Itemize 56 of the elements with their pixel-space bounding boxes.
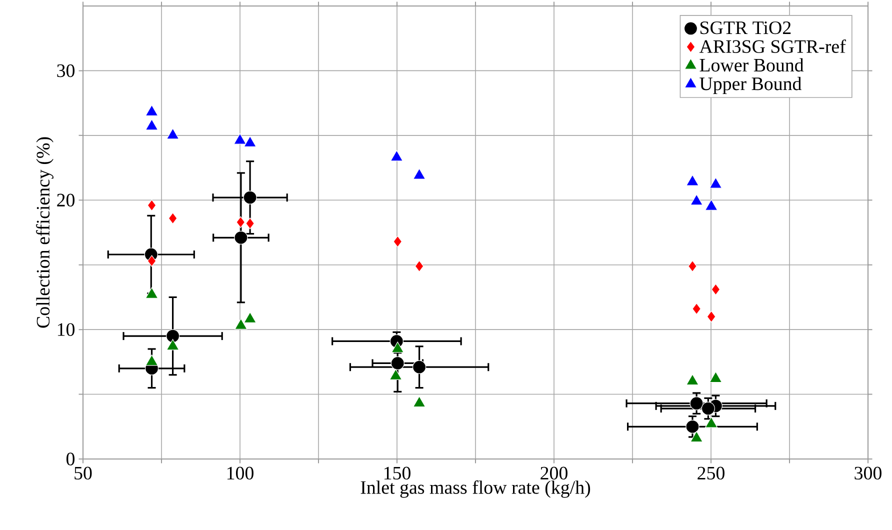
point xyxy=(690,396,704,410)
y-tick-label: 10 xyxy=(58,323,74,336)
point xyxy=(166,329,180,343)
point xyxy=(236,216,246,228)
point xyxy=(389,368,402,380)
y-tick-label: 0 xyxy=(66,452,74,466)
point xyxy=(244,312,256,324)
point xyxy=(711,284,720,296)
x-tick-label: 150 xyxy=(384,466,410,480)
y-tick-label: 20 xyxy=(57,194,74,207)
point xyxy=(168,212,178,224)
point xyxy=(234,230,248,244)
x-axis-title: Inlet gas mass flow rate (kg/h) xyxy=(360,480,590,498)
point xyxy=(234,133,246,144)
legend-label: Upper Bound xyxy=(700,76,802,94)
point xyxy=(688,260,697,272)
legend-label: Lower Bound xyxy=(700,58,804,72)
point xyxy=(709,371,722,383)
point xyxy=(243,190,257,204)
point xyxy=(145,104,158,116)
point xyxy=(709,177,722,188)
point xyxy=(391,342,404,353)
point xyxy=(246,218,254,230)
point xyxy=(390,150,404,162)
legend-label: SGTR TiO2 xyxy=(700,21,791,34)
x-tick-label: 300 xyxy=(854,466,882,480)
point xyxy=(414,260,424,272)
point xyxy=(690,194,703,206)
point xyxy=(166,128,180,140)
point xyxy=(393,236,402,248)
y-axis-title: Collection efficiency (%) xyxy=(36,137,54,328)
point xyxy=(390,356,404,370)
x-tick-label: 50 xyxy=(74,466,92,480)
point xyxy=(706,310,716,322)
point xyxy=(686,420,700,434)
point xyxy=(704,416,718,428)
point xyxy=(412,168,426,180)
point xyxy=(147,255,156,267)
point xyxy=(145,119,158,130)
point xyxy=(145,287,158,298)
point xyxy=(686,374,699,386)
point xyxy=(704,199,718,210)
x-tick-label: 100 xyxy=(227,466,254,480)
point xyxy=(692,303,701,315)
point xyxy=(686,174,699,186)
point xyxy=(147,200,156,212)
point xyxy=(690,430,703,442)
point xyxy=(166,339,180,350)
legend-label: ARI3SG SGTR-ref xyxy=(699,39,846,53)
x-tick-label: 200 xyxy=(540,466,568,480)
point xyxy=(244,136,256,147)
y-tick-label: 30 xyxy=(57,64,74,78)
point xyxy=(234,318,248,330)
point xyxy=(412,396,426,408)
point xyxy=(145,354,158,366)
x-tick-label: 250 xyxy=(698,466,724,480)
